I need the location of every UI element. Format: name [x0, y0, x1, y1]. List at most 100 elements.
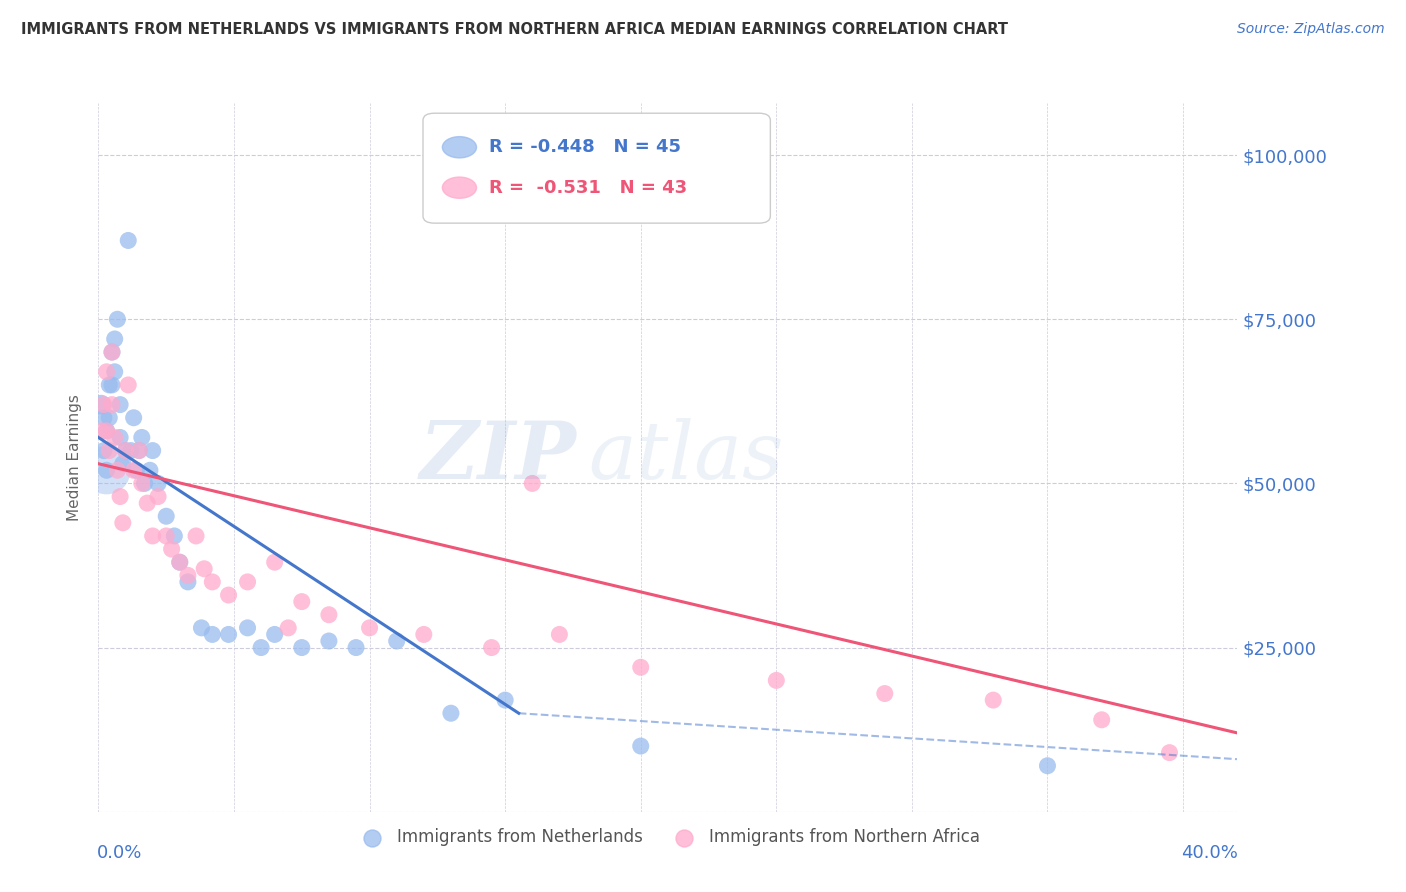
Point: [481, 640, 503, 655]
Text: R =  -0.531   N = 43: R = -0.531 N = 43: [489, 178, 688, 196]
Point: [104, 332, 127, 346]
Point: [250, 640, 273, 655]
Point: [104, 430, 127, 444]
Point: [155, 509, 177, 524]
Point: [122, 463, 145, 477]
Point: [184, 529, 207, 543]
Point: [120, 443, 142, 458]
Point: [108, 398, 131, 412]
Point: [236, 574, 259, 589]
Text: atlas: atlas: [588, 418, 783, 496]
Point: [359, 621, 381, 635]
Point: [146, 476, 169, 491]
Point: [201, 627, 224, 641]
Point: [96, 365, 118, 379]
Point: [155, 529, 177, 543]
Point: [981, 693, 1004, 707]
Point: [318, 607, 340, 622]
Circle shape: [443, 136, 477, 158]
Point: [108, 490, 131, 504]
Point: [96, 463, 118, 477]
Point: [263, 555, 285, 569]
Point: [177, 568, 200, 582]
Point: [344, 640, 367, 655]
Point: [98, 378, 121, 392]
Point: [163, 529, 186, 543]
Point: [1091, 713, 1114, 727]
Point: [98, 410, 121, 425]
Point: [440, 706, 463, 721]
FancyBboxPatch shape: [423, 113, 770, 223]
Point: [1159, 746, 1181, 760]
Point: [96, 424, 118, 438]
Point: [142, 443, 165, 458]
Point: [101, 345, 124, 359]
Point: [122, 410, 145, 425]
Point: [128, 443, 150, 458]
Point: [177, 574, 200, 589]
Point: [136, 496, 159, 510]
Point: [90, 424, 112, 438]
Y-axis label: Median Earnings: Median Earnings: [67, 393, 83, 521]
Point: [277, 621, 299, 635]
Point: [142, 529, 165, 543]
Point: [111, 516, 134, 530]
Point: [104, 365, 127, 379]
Point: [193, 562, 215, 576]
Circle shape: [443, 177, 477, 198]
Point: [1036, 758, 1059, 772]
Point: [218, 627, 240, 641]
Text: R = -0.448   N = 45: R = -0.448 N = 45: [489, 138, 681, 156]
Point: [114, 443, 136, 458]
Point: [318, 634, 340, 648]
Point: [90, 398, 112, 412]
Point: [101, 398, 124, 412]
Point: [96, 463, 118, 477]
Point: [107, 312, 129, 326]
Point: [98, 443, 121, 458]
Point: [291, 640, 314, 655]
Point: [93, 443, 115, 458]
Point: [93, 398, 115, 412]
Point: [131, 476, 153, 491]
Point: [169, 555, 191, 569]
Point: [236, 621, 259, 635]
Point: [125, 463, 148, 477]
Text: Source: ZipAtlas.com: Source: ZipAtlas.com: [1237, 22, 1385, 37]
Point: [101, 378, 124, 392]
Point: [107, 463, 129, 477]
Point: [630, 660, 652, 674]
Point: [291, 594, 314, 608]
Point: [190, 621, 212, 635]
Point: [117, 234, 139, 248]
Point: [139, 463, 162, 477]
Point: [146, 490, 169, 504]
Point: [134, 476, 156, 491]
Point: [131, 430, 153, 444]
Point: [522, 476, 544, 491]
Point: [765, 673, 787, 688]
Point: [111, 457, 134, 471]
Point: [160, 542, 183, 557]
Point: [548, 627, 571, 641]
Point: [385, 634, 408, 648]
Point: [263, 627, 285, 641]
Point: [128, 443, 150, 458]
Point: [218, 588, 240, 602]
Point: [201, 574, 224, 589]
Text: 40.0%: 40.0%: [1181, 844, 1239, 862]
Legend: Immigrants from Netherlands, Immigrants from Northern Africa: Immigrants from Netherlands, Immigrants …: [349, 822, 987, 853]
Text: ZIP: ZIP: [420, 418, 576, 496]
Point: [108, 430, 131, 444]
Point: [101, 345, 124, 359]
Text: IMMIGRANTS FROM NETHERLANDS VS IMMIGRANTS FROM NORTHERN AFRICA MEDIAN EARNINGS C: IMMIGRANTS FROM NETHERLANDS VS IMMIGRANT…: [21, 22, 1008, 37]
Point: [93, 410, 115, 425]
Point: [412, 627, 434, 641]
Point: [117, 378, 139, 392]
Point: [114, 443, 136, 458]
Text: 0.0%: 0.0%: [97, 844, 142, 862]
Point: [873, 687, 896, 701]
Point: [494, 693, 516, 707]
Point: [630, 739, 652, 753]
Point: [169, 555, 191, 569]
